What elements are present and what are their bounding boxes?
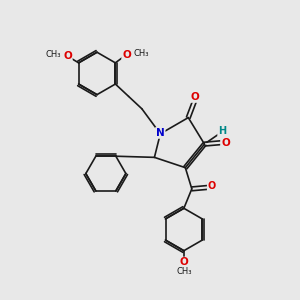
- Text: CH₃: CH₃: [176, 267, 192, 276]
- Text: O: O: [221, 138, 230, 148]
- Text: H: H: [218, 126, 226, 136]
- Text: CH₃: CH₃: [133, 49, 148, 58]
- Text: O: O: [122, 50, 131, 60]
- Text: N: N: [156, 128, 165, 138]
- Text: O: O: [190, 92, 199, 102]
- Text: O: O: [208, 181, 216, 191]
- Text: O: O: [63, 51, 72, 62]
- Text: O: O: [179, 257, 188, 268]
- Text: CH₃: CH₃: [46, 50, 61, 59]
